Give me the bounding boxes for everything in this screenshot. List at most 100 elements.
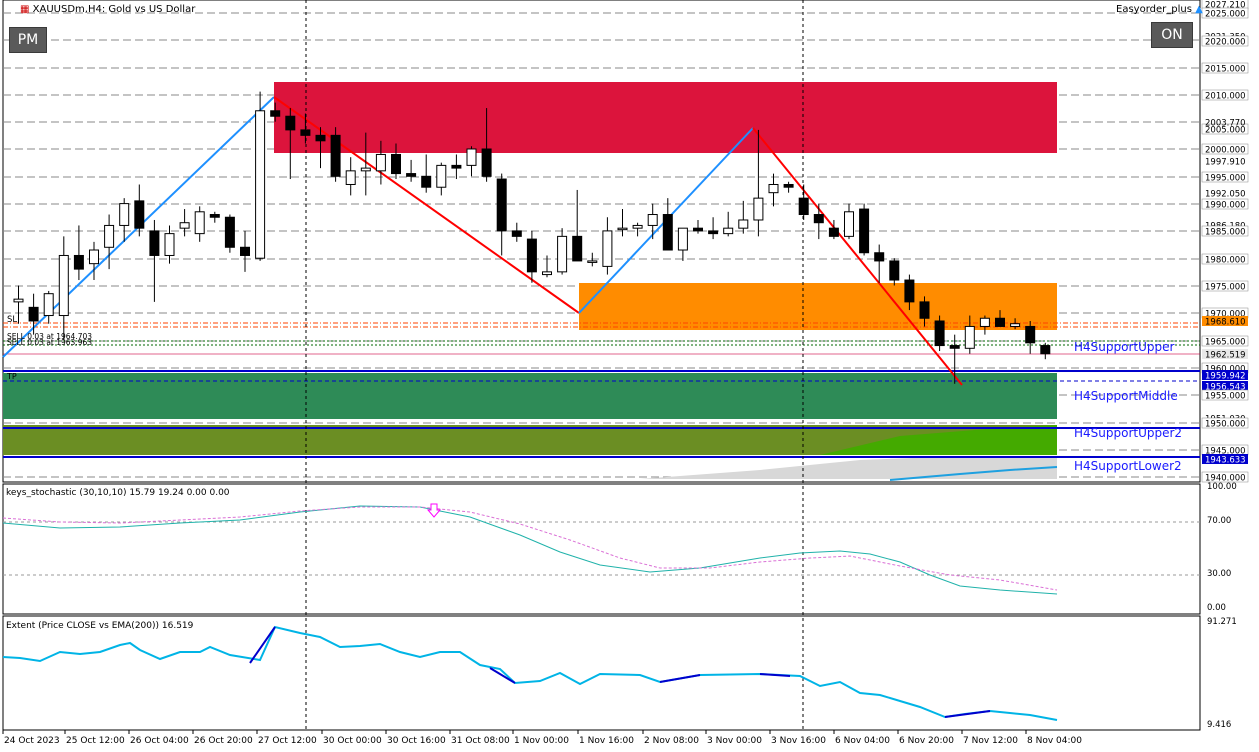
candle-body (783, 183, 794, 188)
candle-body (768, 183, 779, 194)
candle-body (859, 208, 870, 254)
candle-body (13, 298, 24, 303)
candle-body (934, 320, 945, 347)
candle (224, 214, 235, 253)
candle-body (164, 233, 175, 256)
candle-body (179, 222, 190, 229)
price-label-bg (1201, 123, 1249, 135)
candle (73, 225, 84, 281)
time-axis-label: 6 Nov 04:00 (835, 736, 890, 746)
price-label: 1940.000 (1205, 474, 1246, 484)
price-label-bg (1201, 335, 1249, 347)
candle (375, 140, 386, 185)
candle-body (73, 254, 84, 270)
candle (179, 209, 190, 237)
candle (330, 127, 341, 182)
candle (194, 206, 205, 242)
candle-body (964, 325, 975, 349)
candle-body (28, 306, 39, 322)
shadow-zone (640, 457, 1057, 479)
chart-icon: ▦ (20, 4, 30, 15)
candle (602, 217, 613, 275)
candle-body (1025, 325, 1036, 344)
candle (557, 228, 568, 275)
time-axis-label: 8 Nov 04:00 (1027, 736, 1082, 746)
candle (874, 244, 885, 283)
pm-button[interactable]: PM (9, 27, 47, 53)
price-label: 1995.000 (1205, 174, 1246, 184)
zigzag-down-1 (273, 96, 580, 314)
zigzag-down-2 (752, 127, 963, 386)
candle (315, 127, 326, 169)
candle-body (662, 214, 673, 251)
on-button[interactable]: ON (1151, 22, 1193, 48)
candle (859, 203, 870, 256)
time-axis-label: 24 Oct 2023 (4, 736, 60, 746)
candle (526, 230, 537, 283)
candle (798, 184, 809, 220)
price-label: 1997.910 (1205, 158, 1246, 168)
candle-body (300, 129, 311, 136)
stochastic-level-label: 100.00 (1207, 482, 1237, 492)
stoch-arrow-icon (426, 503, 442, 518)
candle (995, 310, 1005, 327)
sell-label-2: SELL 0.03 at 1963.963 (7, 338, 92, 347)
price-label-bg (1201, 89, 1249, 101)
candle-body (904, 279, 915, 303)
candle-body (798, 197, 809, 216)
candle (949, 334, 960, 384)
candle (270, 102, 281, 122)
candle (119, 198, 130, 242)
price-label-bg (1202, 349, 1248, 359)
candle (285, 108, 296, 180)
price-label-bg (1201, 253, 1249, 265)
candle (451, 154, 462, 180)
price-label: 2015.000 (1205, 65, 1246, 75)
candle (300, 113, 311, 144)
tp-label: TP (6, 372, 17, 381)
candle-body (557, 235, 568, 273)
price-label-bg (1202, 370, 1248, 380)
candle-body (89, 249, 99, 265)
price-label-bg (1201, 280, 1249, 292)
candle-body (134, 200, 145, 229)
candle (572, 189, 583, 262)
candle-body (58, 254, 69, 317)
price-label: 1975.000 (1205, 283, 1246, 293)
candle-body (617, 227, 628, 231)
candle (934, 315, 945, 352)
candle-body (315, 134, 326, 142)
candle-body (421, 175, 432, 188)
price-label: 1985.000 (1205, 228, 1246, 238)
candle (255, 91, 266, 261)
candle (1025, 320, 1036, 354)
candle-body (919, 301, 930, 319)
candle (919, 296, 930, 327)
candle-body (194, 211, 205, 235)
price-label: 2027.210 (1205, 1, 1246, 11)
candle-body (602, 230, 613, 267)
support-middle-zone (3, 373, 1057, 419)
candle-body (270, 110, 281, 117)
candle-body (149, 230, 160, 256)
candle (647, 203, 658, 240)
candle-body (285, 115, 296, 131)
candle-body (738, 219, 749, 229)
price-label: 1962.519 (1205, 351, 1246, 361)
time-axis-label: 1 Nov 00:00 (514, 736, 569, 746)
candle (406, 159, 417, 182)
candle-body (844, 211, 854, 237)
candle-body (375, 153, 386, 172)
price-label: 1945.000 (1205, 447, 1246, 457)
extent-frame (2, 615, 1201, 731)
candle (738, 200, 749, 234)
candle (844, 203, 854, 240)
candle (360, 132, 371, 196)
price-label: 2020.000 (1205, 38, 1246, 48)
candle-body (828, 227, 839, 237)
price-label-bg (1201, 62, 1249, 74)
extent-line-dark (249, 626, 991, 718)
candle-body (391, 153, 401, 175)
